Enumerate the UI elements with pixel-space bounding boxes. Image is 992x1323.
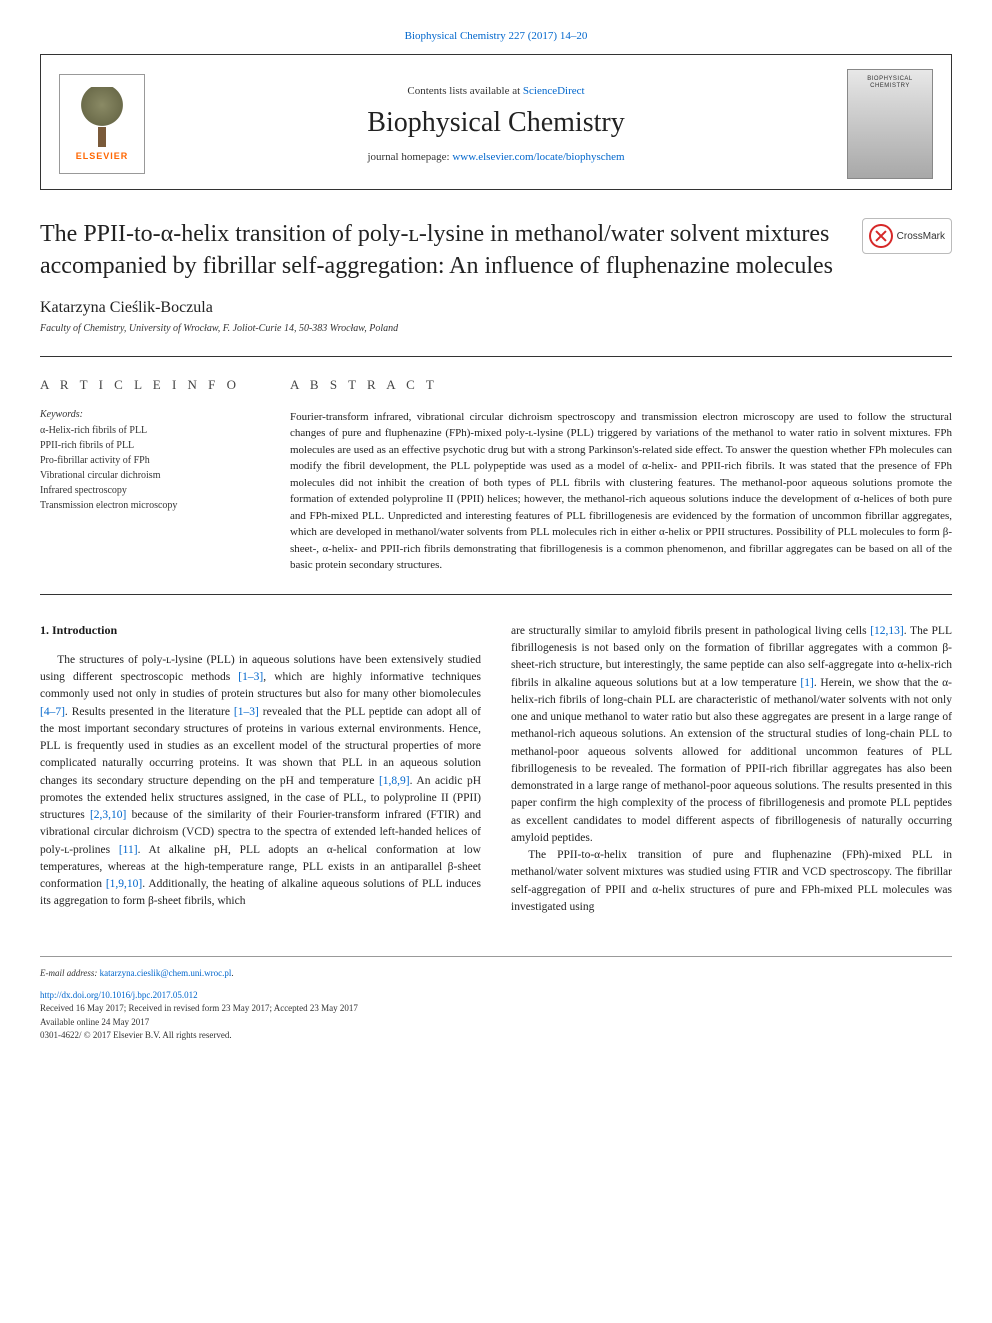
keyword: Transmission electron microscopy: [40, 498, 250, 513]
available-line: Available online 24 May 2017: [40, 1016, 952, 1030]
citation-link[interactable]: [1]: [800, 677, 813, 689]
elsevier-label: ELSEVIER: [76, 151, 129, 161]
journal-cover-thumbnail[interactable]: BIOPHYSICAL CHEMISTRY: [847, 69, 933, 179]
citation-link[interactable]: [2,3,10]: [90, 809, 126, 821]
body-text-col1: The structures of poly-ʟ-lysine (PLL) in…: [40, 652, 481, 911]
body-text-col2: are structurally similar to amyloid fibr…: [511, 623, 952, 916]
text: . Herein, we show that the α-helix-rich …: [511, 677, 952, 844]
journal-title: Biophysical Chemistry: [163, 107, 829, 139]
text: are structurally similar to amyloid fibr…: [511, 625, 870, 637]
author-email-link[interactable]: katarzyna.cieslik@chem.uni.wroc.pl: [100, 968, 232, 978]
citation-link[interactable]: [1–3]: [238, 671, 263, 683]
citation-link[interactable]: [1,8,9]: [379, 775, 410, 787]
homepage-link[interactable]: www.elsevier.com/locate/biophyschem: [452, 151, 624, 163]
citation-link[interactable]: [4–7]: [40, 706, 65, 718]
journal-header-box: ELSEVIER Contents lists available at Sci…: [40, 54, 952, 190]
author-name: Katarzyna Cieślik-Boczula: [40, 299, 952, 317]
article-info-heading: A R T I C L E I N F O: [40, 377, 250, 393]
keyword: Infrared spectroscopy: [40, 483, 250, 498]
header-center: Contents lists available at ScienceDirec…: [163, 85, 829, 163]
text: The PPII-to-α-helix transition of pure a…: [511, 849, 952, 913]
author-affiliation: Faculty of Chemistry, University of Wroc…: [40, 323, 952, 334]
contents-prefix: Contents lists available at: [407, 85, 522, 97]
footer-email-line: E-mail address: katarzyna.cieslik@chem.u…: [40, 967, 952, 981]
citation-link[interactable]: [11]: [119, 844, 138, 856]
elsevier-logo[interactable]: ELSEVIER: [59, 74, 145, 174]
doi-link[interactable]: http://dx.doi.org/10.1016/j.bpc.2017.05.…: [40, 990, 198, 1000]
title-row: The PPII-to-α-helix transition of poly-ʟ…: [40, 218, 952, 299]
elsevier-tree-icon: [72, 87, 132, 147]
article-info-left: A R T I C L E I N F O Keywords: α-Helix-…: [40, 377, 250, 574]
keywords-label: Keywords:: [40, 409, 250, 420]
crossmark-label: CrossMark: [897, 231, 945, 242]
section-heading-introduction: 1. Introduction: [40, 623, 481, 638]
citation-link[interactable]: [12,13]: [870, 625, 904, 637]
citation-link[interactable]: [1,9,10]: [106, 878, 142, 890]
abstract-block: A B S T R A C T Fourier-transform infrar…: [290, 377, 952, 574]
article-info-row: A R T I C L E I N F O Keywords: α-Helix-…: [40, 356, 952, 595]
crossmark-icon: [869, 224, 893, 248]
keyword: PPII-rich fibrils of PLL: [40, 438, 250, 453]
text: . Results presented in the literature: [65, 706, 234, 718]
body-columns: 1. Introduction The structures of poly-ʟ…: [40, 623, 952, 916]
contents-line: Contents lists available at ScienceDirec…: [163, 85, 829, 97]
received-line: Received 16 May 2017; Received in revise…: [40, 1002, 952, 1016]
abstract-text: Fourier-transform infrared, vibrational …: [290, 409, 952, 574]
homepage-prefix: journal homepage:: [367, 151, 452, 163]
body-column-right: are structurally similar to amyloid fibr…: [511, 623, 952, 916]
body-column-left: 1. Introduction The structures of poly-ʟ…: [40, 623, 481, 916]
abstract-heading: A B S T R A C T: [290, 377, 952, 393]
homepage-line: journal homepage: www.elsevier.com/locat…: [163, 151, 829, 163]
cover-title-line2: CHEMISTRY: [870, 83, 910, 90]
journal-reference: Biophysical Chemistry 227 (2017) 14–20: [40, 30, 952, 42]
article-title: The PPII-to-α-helix transition of poly-ʟ…: [40, 218, 842, 283]
keyword: Pro-fibrillar activity of FPh: [40, 453, 250, 468]
citation-link[interactable]: [1–3]: [234, 706, 259, 718]
copyright-line: 0301-4622/ © 2017 Elsevier B.V. All righ…: [40, 1029, 952, 1043]
email-label: E-mail address:: [40, 968, 100, 978]
keyword: α-Helix-rich fibrils of PLL: [40, 423, 250, 438]
sciencedirect-link[interactable]: ScienceDirect: [523, 85, 585, 97]
cover-title-line1: BIOPHYSICAL: [867, 76, 913, 83]
keyword: Vibrational circular dichroism: [40, 468, 250, 483]
footer: E-mail address: katarzyna.cieslik@chem.u…: [40, 956, 952, 1043]
crossmark-badge[interactable]: CrossMark: [862, 218, 952, 254]
